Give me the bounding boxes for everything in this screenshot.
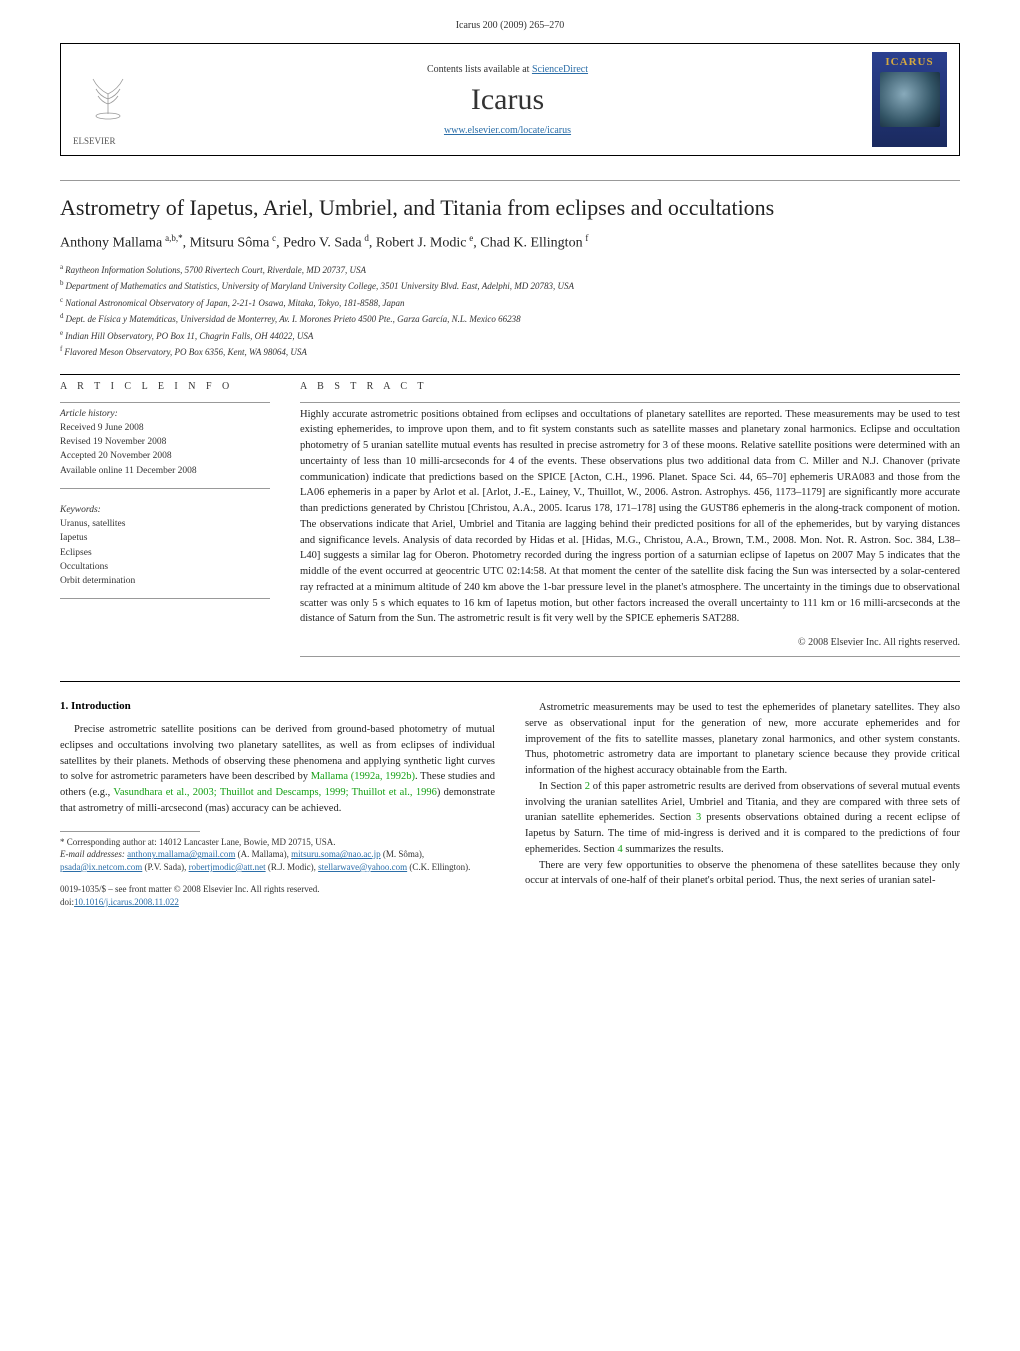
journal-url-line: www.elsevier.com/locate/icarus [143, 125, 872, 136]
email-label: E-mail addresses: [60, 849, 125, 859]
email-link[interactable]: robertjmodic@att.net [189, 862, 266, 872]
affiliation-line: bDepartment of Mathematics and Statistic… [60, 278, 960, 294]
article-info-heading: A R T I C L E I N F O [60, 381, 270, 392]
journal-header-center: Contents lists available at ScienceDirec… [143, 64, 872, 136]
body-rule [60, 681, 960, 682]
body-paragraph: Astrometric measurements may be used to … [525, 700, 960, 779]
keyword-line: Iapetus [60, 531, 270, 545]
cover-title: ICARUS [885, 56, 933, 68]
author: Robert J. Modic [376, 236, 467, 251]
abstract-heading: A B S T R A C T [300, 381, 960, 392]
keyword-line: Eclipses [60, 546, 270, 560]
section-ref[interactable]: 3 [696, 812, 701, 823]
elsevier-logo-block: ELSEVIER [73, 54, 143, 146]
affiliation-line: dDept. de Física y Matemáticas, Universi… [60, 311, 960, 327]
email-link[interactable]: mitsuru.soma@nao.ac.jp [291, 849, 381, 859]
left-body-text: Precise astrometric satellite positions … [60, 722, 495, 817]
citation-link[interactable]: Mallama (1992a, 1992b) [311, 771, 415, 782]
abstract-column: A B S T R A C T Highly accurate astromet… [300, 381, 960, 662]
authors-line: Anthony Mallama a,b,*, Mitsuru Sôma c, P… [60, 233, 960, 252]
elsevier-tree-icon [73, 54, 143, 134]
author-marks: f [585, 233, 588, 243]
left-column: 1. Introduction Precise astrometric sate… [60, 700, 495, 908]
body-paragraph: There are very few opportunities to obse… [525, 858, 960, 890]
info-subrule-1 [60, 402, 270, 403]
doi-line: doi:10.1016/j.icarus.2008.11.022 [60, 896, 495, 909]
abstract-bottom-rule [300, 656, 960, 657]
body-two-column: 1. Introduction Precise astrometric sate… [60, 700, 960, 908]
affiliations-block: aRaytheon Information Solutions, 5700 Ri… [60, 262, 960, 360]
issn-line: 0019-1035/$ – see front matter © 2008 El… [60, 883, 495, 896]
author: Mitsuru Sôma [190, 236, 270, 251]
author-marks: d [364, 233, 369, 243]
keywords-label: Keywords: [60, 503, 270, 517]
email-link[interactable]: psada@ix.netcom.com [60, 862, 142, 872]
right-body-text: Astrometric measurements may be used to … [525, 700, 960, 889]
history-line: Revised 19 November 2008 [60, 435, 270, 449]
history-line: Accepted 20 November 2008 [60, 449, 270, 463]
section-ref[interactable]: 2 [585, 781, 590, 792]
author: Pedro V. Sada [283, 236, 361, 251]
info-abstract-row: A R T I C L E I N F O Article history: R… [60, 381, 960, 662]
history-line: Received 9 June 2008 [60, 421, 270, 435]
email-addresses-line: E-mail addresses: anthony.mallama@gmail.… [60, 848, 495, 873]
journal-name: Icarus [143, 83, 872, 117]
article-history-block: Article history: Received 9 June 2008Rev… [60, 407, 270, 489]
affiliation-line: aRaytheon Information Solutions, 5700 Ri… [60, 262, 960, 278]
article-title: Astrometry of Iapetus, Ariel, Umbriel, a… [60, 195, 960, 221]
body-paragraph: In Section 2 of this paper astrometric r… [525, 779, 960, 858]
sciencedirect-link[interactable]: ScienceDirect [532, 64, 588, 75]
info-rule-top [60, 374, 960, 375]
section-ref[interactable]: 4 [617, 844, 622, 855]
abstract-subrule [300, 402, 960, 403]
running-head: Icarus 200 (2009) 265–270 [60, 20, 960, 31]
publisher-label: ELSEVIER [73, 136, 143, 146]
affiliation-line: eIndian Hill Observatory, PO Box 11, Cha… [60, 328, 960, 344]
issn-doi-block: 0019-1035/$ – see front matter © 2008 El… [60, 883, 495, 908]
author: Chad K. Ellington [480, 236, 582, 251]
citation-link[interactable]: Thuillot and Descamps, 1999; Thuillot et… [220, 787, 437, 798]
doi-link[interactable]: 10.1016/j.icarus.2008.11.022 [74, 897, 179, 907]
journal-cover-thumbnail: ICARUS [872, 52, 947, 147]
body-paragraph: Precise astrometric satellite positions … [60, 722, 495, 817]
keywords-block: Keywords: Uranus, satellitesIapetusEclip… [60, 503, 270, 600]
author-marks: c [272, 233, 276, 243]
author-marks: a,b,* [165, 233, 183, 243]
author-marks: e [469, 233, 473, 243]
affiliation-line: fFlavored Meson Observatory, PO Box 6356… [60, 344, 960, 360]
keyword-line: Orbit determination [60, 574, 270, 588]
journal-header-box: ELSEVIER Contents lists available at Sci… [60, 43, 960, 156]
email-link[interactable]: anthony.mallama@gmail.com [127, 849, 235, 859]
corresponding-text: Corresponding author at: 14012 Lancaster… [67, 837, 336, 847]
doi-label: doi: [60, 897, 74, 907]
email-link[interactable]: stellarwave@yahoo.com [318, 862, 407, 872]
abstract-text: Highly accurate astrometric positions ob… [300, 407, 960, 628]
corresponding-author-note: * Corresponding author at: 14012 Lancast… [60, 836, 495, 849]
history-line: Available online 11 December 2008 [60, 464, 270, 478]
affiliation-line: cNational Astronomical Observatory of Ja… [60, 295, 960, 311]
cover-image-placeholder [880, 72, 940, 127]
journal-url-link[interactable]: www.elsevier.com/locate/icarus [444, 125, 571, 136]
article-info-column: A R T I C L E I N F O Article history: R… [60, 381, 270, 662]
keyword-line: Uranus, satellites [60, 517, 270, 531]
title-rule [60, 180, 960, 181]
section-1-heading: 1. Introduction [60, 700, 495, 712]
footnotes-block: * Corresponding author at: 14012 Lancast… [60, 836, 495, 874]
abstract-copyright: © 2008 Elsevier Inc. All rights reserved… [300, 637, 960, 648]
history-label: Article history: [60, 407, 270, 421]
contents-line: Contents lists available at ScienceDirec… [143, 64, 872, 75]
citation-link[interactable]: Vasundhara et al., 2003; [113, 787, 216, 798]
contents-prefix: Contents lists available at [427, 64, 532, 75]
author: Anthony Mallama [60, 236, 162, 251]
star-icon: * [60, 837, 65, 847]
right-column: Astrometric measurements may be used to … [525, 700, 960, 908]
footnote-rule [60, 831, 200, 832]
keyword-line: Occultations [60, 560, 270, 574]
